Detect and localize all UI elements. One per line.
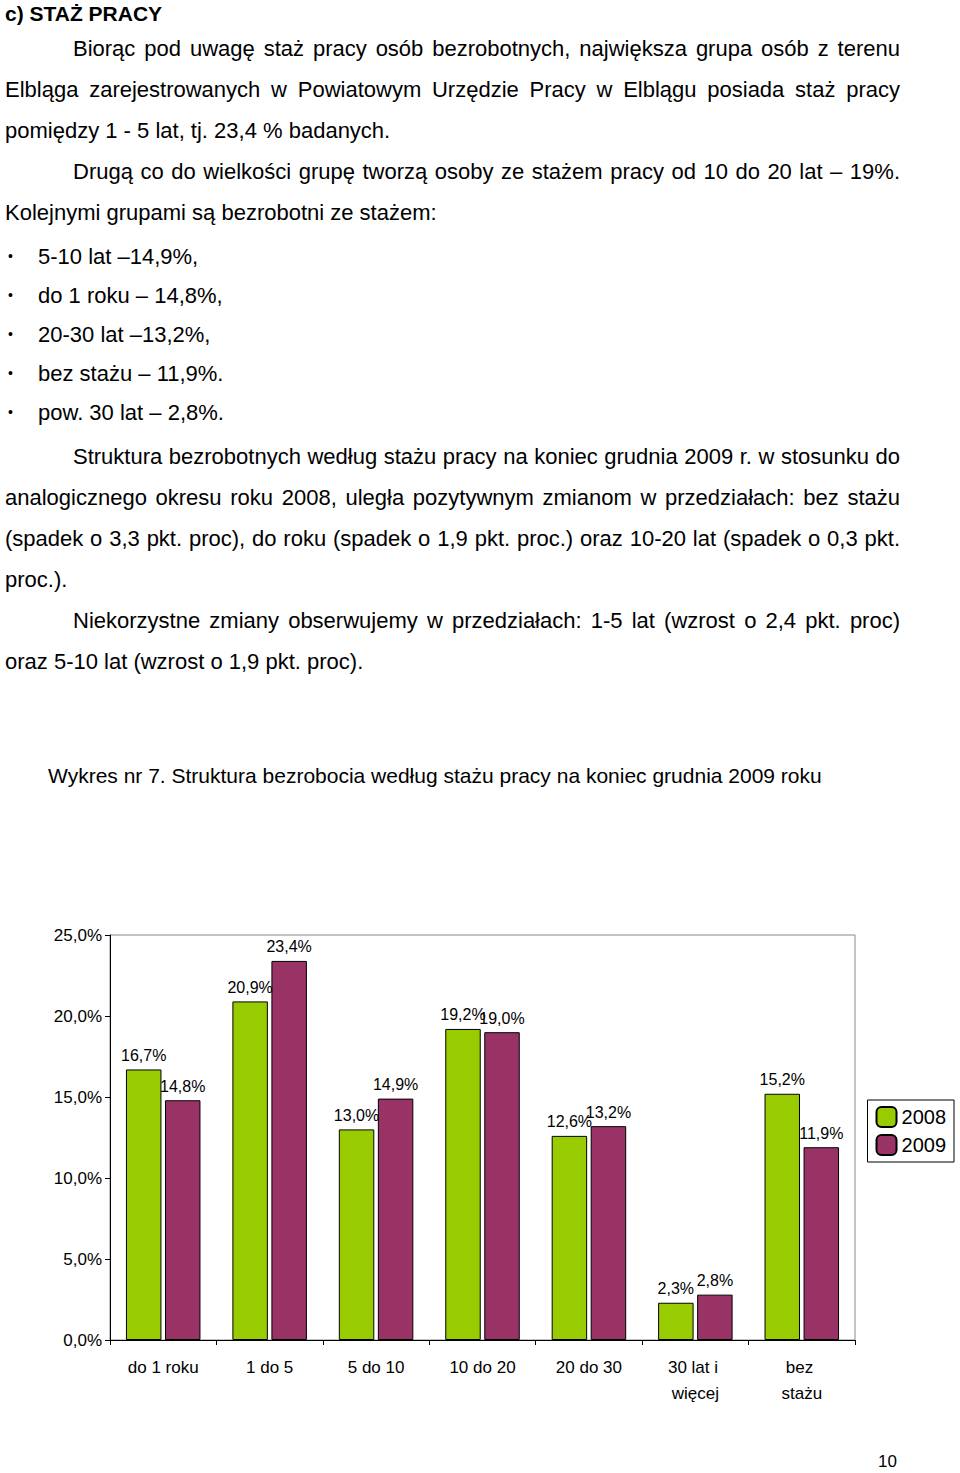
svg-text:2009: 2009	[902, 1134, 947, 1156]
svg-text:stażu: stażu	[781, 1384, 822, 1403]
html-text:Niekorzystne zmiany obserwujem: Niekorzystne zmiany obserwujemy w przedz…	[5, 608, 900, 674]
svg-text:5,0%: 5,0%	[63, 1250, 102, 1269]
svg-text:23,4%: 23,4%	[266, 938, 311, 955]
html-text:Biorąc pod uwagę staż pracy os: Biorąc pod uwagę staż pracy osób bezrobo…	[5, 36, 900, 143]
svg-text:2008: 2008	[902, 1106, 947, 1128]
html-text:10: 10	[878, 1452, 897, 1471]
html-text:c) STAŻ PRACY: c) STAŻ PRACY	[5, 2, 163, 25]
svg-text:2,8%: 2,8%	[697, 1272, 733, 1289]
svg-text:20,0%: 20,0%	[54, 1007, 102, 1026]
svg-text:11,9%: 11,9%	[799, 1125, 843, 1142]
svg-text:więcej: więcej	[671, 1384, 719, 1403]
svg-text:10 do 20: 10 do 20	[449, 1358, 515, 1377]
svg-text:15,0%: 15,0%	[54, 1088, 102, 1107]
svg-text:13,2%: 13,2%	[586, 1104, 631, 1121]
svg-text:19,2%: 19,2%	[440, 1006, 486, 1024]
svg-text:5 do 10: 5 do 10	[348, 1358, 405, 1377]
html-text:Wykres nr 7. Struktura bezrobo: Wykres nr 7. Struktura bezrobocia według…	[48, 764, 822, 787]
svg-text:25,0%: 25,0%	[54, 926, 102, 945]
html-text:do 1 roku – 14,8%,: do 1 roku – 14,8%,	[38, 283, 223, 308]
html-text:pow. 30 lat – 2,8%.: pow. 30 lat – 2,8%.	[38, 400, 224, 425]
svg-text:15,2%: 15,2%	[760, 1071, 805, 1088]
html-text:20-30 lat –13,2%,: 20-30 lat –13,2%,	[38, 322, 211, 347]
svg-text:2,3%: 2,3%	[658, 1280, 694, 1297]
html-text:Drugą co do wielkości grupę tw: Drugą co do wielkości grupę tworzą osoby…	[5, 159, 900, 225]
svg-text:bez: bez	[786, 1358, 818, 1377]
svg-text:0,0%: 0,0%	[63, 1331, 102, 1350]
svg-text:16,7%: 16,7%	[121, 1047, 166, 1064]
svg-text:14,9%: 14,9%	[373, 1076, 418, 1093]
svg-text:20 do 30: 20 do 30	[556, 1358, 622, 1377]
svg-text:20,9%: 20,9%	[227, 979, 272, 996]
svg-text:10,0%: 10,0%	[54, 1169, 102, 1188]
svg-text:12,6%: 12,6%	[546, 1113, 593, 1131]
html-text:5-10 lat –14,9%,: 5-10 lat –14,9%,	[38, 244, 199, 269]
html-text:bez stażu – 11,9%.: bez stażu – 11,9%.	[38, 361, 224, 386]
svg-text:1 do 5: 1 do 5	[246, 1358, 293, 1377]
svg-text:19,0%: 19,0%	[479, 1010, 524, 1027]
svg-text:14,8%: 14,8%	[160, 1078, 205, 1095]
html-text:Struktura bezrobotnych według: Struktura bezrobotnych według stażu prac…	[5, 444, 900, 592]
svg-text:do 1 roku: do 1 roku	[128, 1358, 199, 1377]
svg-text:30 lat i: 30 lat i	[668, 1358, 723, 1377]
svg-text:13,0%: 13,0%	[334, 1107, 379, 1124]
